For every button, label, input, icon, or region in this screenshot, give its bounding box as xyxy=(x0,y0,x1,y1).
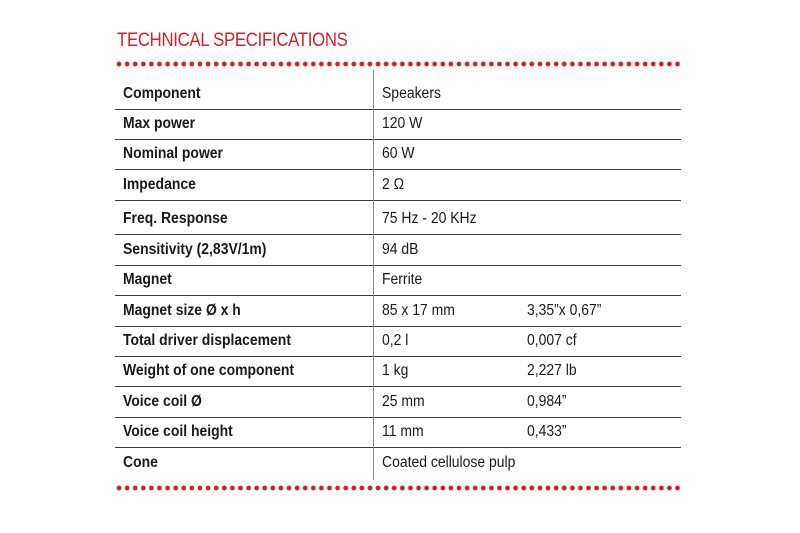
spec-value: 25 mm xyxy=(382,393,425,410)
spec-row: Component Speakers xyxy=(115,79,681,110)
dotted-divider-top xyxy=(115,61,682,67)
column-divider xyxy=(373,70,374,480)
spec-value: Speakers xyxy=(382,85,441,102)
spec-label: Cone xyxy=(123,454,158,471)
spec-row: Impedance 2 Ω xyxy=(115,170,681,201)
spec-row: Magnet size Ø x h 85 x 17 mm 3,35”x 0,67… xyxy=(115,296,681,327)
spec-imperial: 2,227 lb xyxy=(527,362,577,379)
spec-value: Ferrite xyxy=(382,271,423,288)
spec-label: Magnet xyxy=(123,271,172,288)
spec-label: Magnet size Ø x h xyxy=(123,302,241,319)
spec-value: 60 W xyxy=(382,145,415,162)
spec-imperial: 3,35”x 0,67” xyxy=(527,302,602,319)
spec-label: Impedance xyxy=(123,176,196,193)
spec-row: Voice coil height 11 mm 0,433” xyxy=(115,417,681,448)
spec-value: 75 Hz - 20 KHz xyxy=(382,210,477,227)
spec-imperial: 0,433” xyxy=(527,423,567,440)
dotted-divider-bottom xyxy=(115,485,682,491)
spec-label: Voice coil Ø xyxy=(123,393,202,410)
spec-imperial: 0,007 cf xyxy=(527,332,577,349)
spec-value: 0,2 l xyxy=(382,332,409,349)
spec-value: 120 W xyxy=(382,115,423,132)
spec-label: Nominal power xyxy=(123,145,223,162)
spec-row: Magnet Ferrite xyxy=(115,265,681,296)
spec-value: 11 mm xyxy=(382,423,424,440)
spec-label: Sensitivity (2,83V/1m) xyxy=(123,241,267,258)
spec-value: 94 dB xyxy=(382,241,419,258)
spec-row: Sensitivity (2,83V/1m) 94 dB xyxy=(115,235,681,266)
spec-label: Component xyxy=(123,85,201,102)
spec-label: Total driver displacement xyxy=(123,332,291,349)
spec-row: Nominal power 60 W xyxy=(115,139,681,170)
spec-value: 85 x 17 mm xyxy=(382,302,455,319)
spec-label: Freq. Response xyxy=(123,210,228,227)
spec-label: Weight of one component xyxy=(123,362,295,379)
spec-label: Max power xyxy=(123,115,196,132)
spec-value: 2 Ω xyxy=(382,176,405,193)
spec-row: Cone Coated cellulose pulp xyxy=(115,448,681,478)
spec-row: Voice coil Ø 25 mm 0,984” xyxy=(115,387,681,418)
spec-row: Total driver displacement 0,2 l 0,007 cf xyxy=(115,326,681,357)
spec-row: Max power 120 W xyxy=(115,109,681,140)
spec-imperial: 0,984” xyxy=(527,393,567,410)
spec-label: Voice coil height xyxy=(123,423,233,440)
spec-row: Freq. Response 75 Hz - 20 KHz xyxy=(115,204,681,235)
spec-row: Weight of one component 1 kg 2,227 lb xyxy=(115,356,681,387)
spec-value: Coated cellulose pulp xyxy=(382,454,516,471)
spec-value: 1 kg xyxy=(382,362,409,379)
spec-title: TECHNICAL SPECIFICATIONS xyxy=(117,30,348,51)
